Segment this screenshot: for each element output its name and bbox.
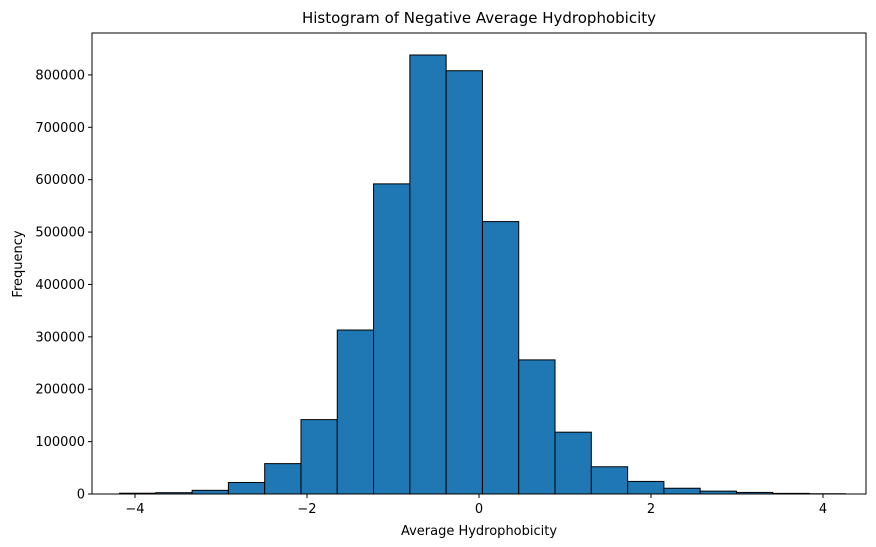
histogram-bar [264,463,302,495]
histogram-bar [518,359,556,495]
x-tick-label: 2 [647,502,655,517]
histogram-bar [481,221,520,495]
x-tick-label: −4 [125,502,144,517]
histogram-bar [554,431,592,495]
y-tick-label: 400000 [35,278,85,293]
histogram-bar [191,489,229,495]
histogram-bar [336,329,375,495]
histogram-bar [373,183,411,495]
histogram-bar [409,54,447,495]
x-axis-ticks: −4 −2 0 2 4 [125,494,827,517]
x-tick-label: 4 [819,502,827,517]
chart-title: Histogram of Negative Average Hydrophobi… [302,9,656,27]
y-tick-label: 800000 [35,68,85,83]
y-tick-label: 300000 [35,330,85,345]
histogram-bar [590,466,629,495]
y-tick-label: 700000 [35,121,85,136]
histogram-bar [300,419,338,495]
histogram-bar [627,480,665,495]
y-axis-ticks: 0 100000 200000 300000 400000 500000 600000 700… [35,68,92,503]
y-tick-label: 500000 [35,226,85,241]
histogram-bar [445,70,483,495]
y-tick-label: 200000 [35,383,85,398]
y-tick-label: 100000 [35,435,85,450]
bars-group [119,54,846,495]
x-axis-label: Average Hydrophobicity [401,524,557,539]
y-axis-label: Frequency [11,230,26,297]
y-tick-label: 600000 [35,173,85,188]
histogram-bar [227,481,266,495]
histogram-bar [663,487,701,495]
x-tick-label: 0 [475,502,483,517]
x-tick-label: −2 [297,502,316,517]
y-tick-label: 0 [77,488,85,503]
